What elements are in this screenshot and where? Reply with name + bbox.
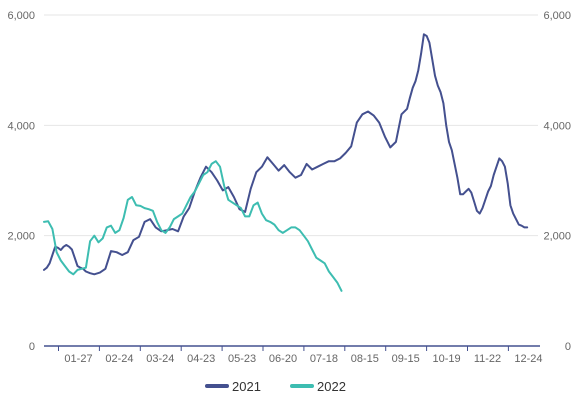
x-tick-label: 09-15 xyxy=(392,353,420,365)
legend-label: 2021 xyxy=(232,379,261,394)
y-tick-label-right: 2,000 xyxy=(543,231,571,243)
x-tick-label: 06-20 xyxy=(269,353,297,365)
y-tick-label-left: 0 xyxy=(29,341,35,353)
axes: 0 0 2,000 2,000 4,000 4,000 6,000 6,000 01-27 02-… xyxy=(7,10,571,365)
x-tick-label: 02-24 xyxy=(105,353,133,365)
x-tick-label: 04-23 xyxy=(187,353,215,365)
series-line-2022 xyxy=(43,160,343,292)
legend-label: 2022 xyxy=(317,379,346,394)
y-tick-label-right: 4,000 xyxy=(543,120,571,132)
legend-item-2021[interactable]: 2021 xyxy=(205,379,261,394)
x-tick-label: 07-18 xyxy=(310,353,338,365)
x-tick-label: 10-19 xyxy=(433,353,461,365)
x-tick-label: 08-15 xyxy=(351,353,379,365)
x-tick-label: 05-23 xyxy=(228,353,256,365)
y-tick-label-left: 4,000 xyxy=(7,120,35,132)
y-tick-label-right: 6,000 xyxy=(543,10,571,22)
y-tick-label-left: 6,000 xyxy=(7,10,35,22)
series-line-2021 xyxy=(43,33,529,276)
x-tick-label: 11-22 xyxy=(474,353,501,365)
x-tick-label: 12-24 xyxy=(514,353,542,365)
x-tick-label: 01-27 xyxy=(64,353,92,365)
series-layer xyxy=(43,33,529,292)
x-tick-label: 03-24 xyxy=(146,353,174,365)
legend-item-2022[interactable]: 2022 xyxy=(290,379,346,394)
y-tick-label-left: 2,000 xyxy=(7,231,35,243)
gridlines xyxy=(44,14,538,237)
y-tick-label-right: 0 xyxy=(565,341,571,353)
legend[interactable]: 2021 2022 xyxy=(205,379,346,394)
